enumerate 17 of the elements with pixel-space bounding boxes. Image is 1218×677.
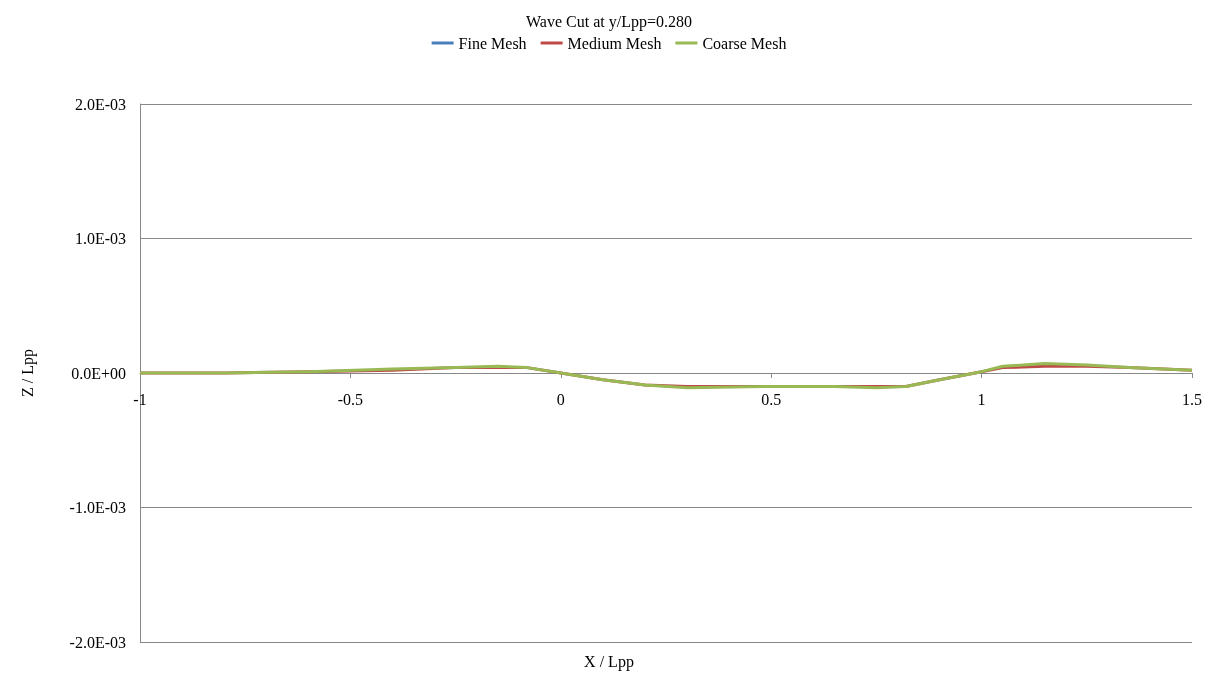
y-tick-label: -2.0E-03 [69, 633, 126, 651]
y-axis-title: Z / Lpp [18, 349, 37, 397]
y-tick-label: -1.0E-03 [69, 499, 126, 516]
y-tick-label: 0.0E+00 [71, 364, 126, 382]
x-axis-title: X / Lpp [584, 652, 634, 671]
legend-label: Coarse Mesh [702, 34, 787, 52]
y-tick-label: 2.0E-03 [74, 95, 126, 113]
x-tick-label: 0 [556, 390, 565, 408]
x-tick-label: 0.5 [761, 390, 782, 408]
x-tick-label: -1 [133, 390, 147, 408]
x-tick-label: 1 [977, 390, 986, 408]
legend-label: Medium Mesh [567, 34, 662, 52]
x-tick-label: -0.5 [337, 390, 364, 408]
y-tick-label: 1.0E-03 [74, 230, 126, 247]
x-tick-label: 1.5 [1182, 390, 1202, 408]
legend-label: Fine Mesh [458, 34, 527, 52]
chart-title: Wave Cut at y/Lpp=0.280 [526, 12, 692, 31]
